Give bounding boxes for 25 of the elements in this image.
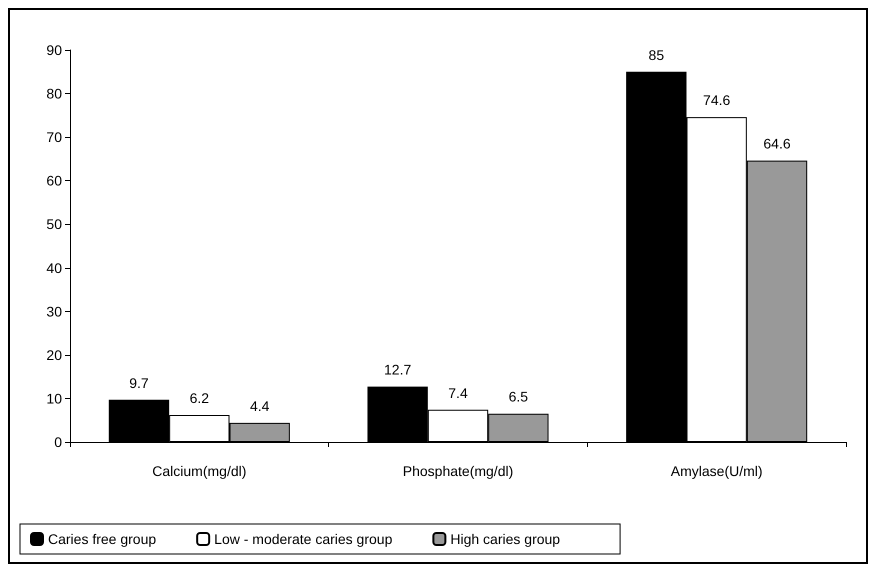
data-label: 74.6 [703, 92, 731, 108]
data-label: 9.7 [129, 374, 149, 391]
x-tick-label: Amylase(U/ml) [670, 463, 763, 479]
data-label: 12.7 [384, 362, 412, 378]
legend-label: Low - moderate caries group [214, 531, 393, 547]
data-label: 6.5 [508, 388, 528, 405]
x-tick-label: Phosphate(mg/dl) [402, 463, 514, 479]
y-tick-label: 20 [46, 346, 62, 363]
x-tick-label: Calcium(mg/dl) [152, 463, 246, 479]
y-tick-label: 60 [46, 172, 62, 189]
y-tick-label: 30 [46, 303, 62, 320]
legend-label: High caries group [450, 531, 560, 547]
y-tick-label: 50 [46, 216, 62, 232]
y-tick-label: 90 [46, 42, 62, 58]
data-label: 64.6 [763, 136, 791, 152]
data-label: 85 [648, 46, 664, 63]
data-label: 7.4 [448, 384, 468, 401]
y-tick-label: 80 [46, 86, 62, 102]
legend-label: Caries free group [48, 531, 156, 547]
data-label: 6.2 [190, 390, 210, 406]
y-tick-label: 40 [46, 260, 62, 276]
y-tick-label: 0 [54, 434, 62, 450]
data-label: 4.4 [250, 398, 270, 414]
y-tick-label: 10 [46, 390, 62, 406]
y-tick-label: 70 [46, 129, 62, 146]
